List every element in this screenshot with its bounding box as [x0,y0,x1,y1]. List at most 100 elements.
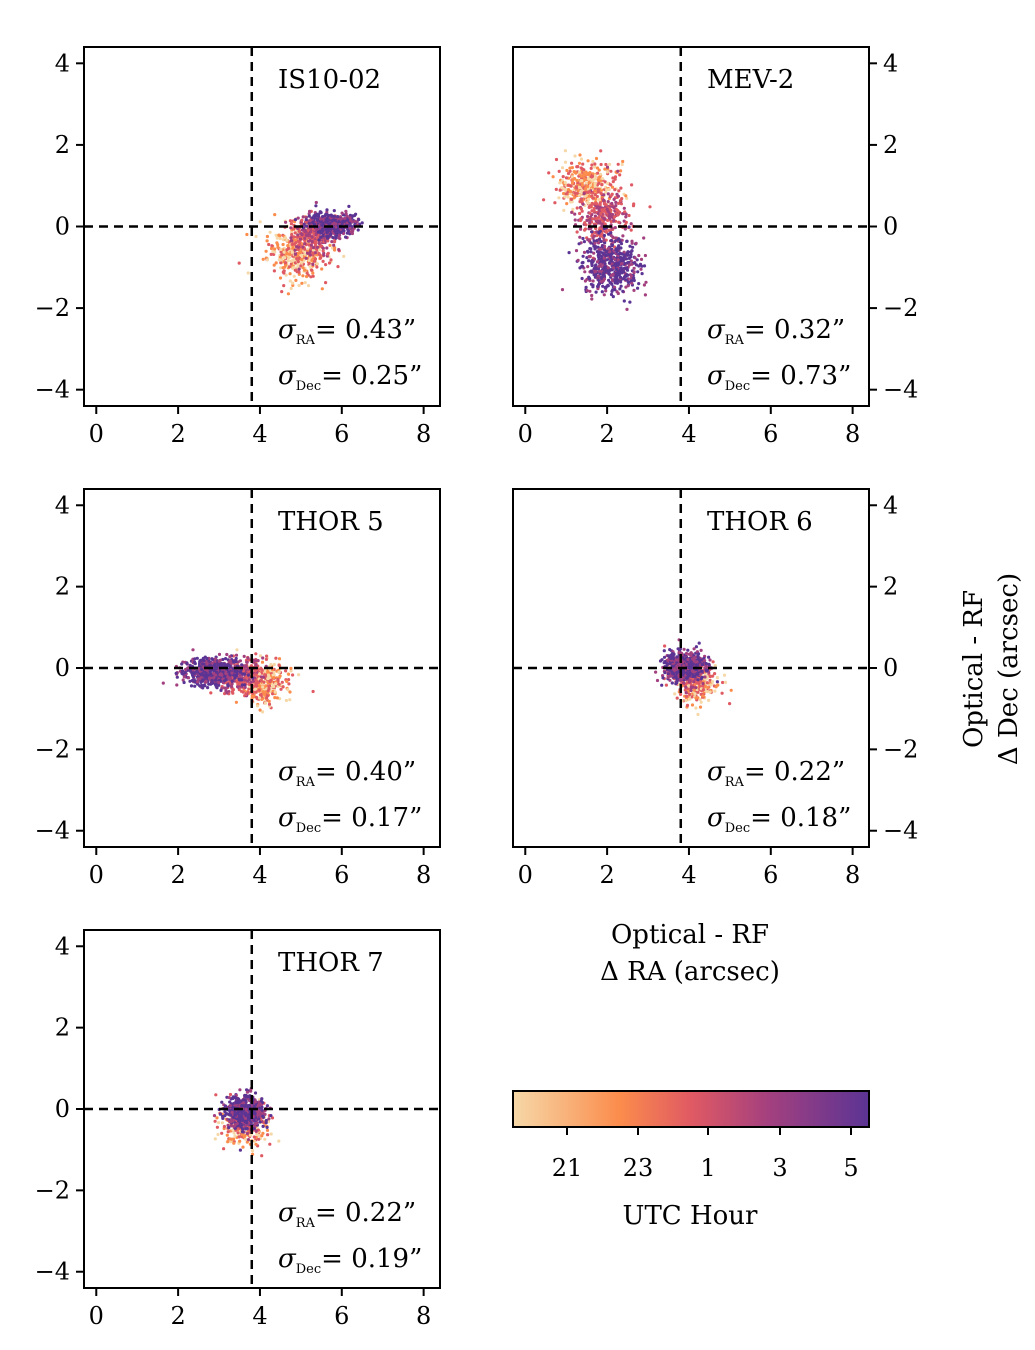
data-point [259,678,263,683]
data-point [690,669,695,673]
data-point [627,263,632,267]
data-point [572,177,577,181]
data-point [193,660,197,664]
data-point [666,658,670,662]
data-point [308,253,312,257]
data-point [624,220,628,224]
data-point [267,702,272,706]
data-point [578,153,582,157]
data-point [240,663,244,667]
data-point [321,215,325,219]
data-point [630,183,634,187]
data-point [286,246,290,251]
data-point [228,1092,233,1097]
data-point [236,1131,240,1135]
data-point [594,269,598,273]
data-point [186,666,190,670]
y-tick-label: −4 [883,376,918,404]
data-point [610,278,615,282]
data-point [257,688,261,692]
data-point [616,261,621,265]
data-point [621,277,626,281]
data-point [263,1137,267,1141]
data-point [600,275,604,279]
data-point [697,641,701,645]
data-point [575,191,579,195]
data-point [242,654,246,659]
data-point [284,263,288,267]
data-point [349,218,353,222]
data-point [682,657,687,661]
data-point [580,209,584,213]
data-point [313,243,317,247]
data-point [575,179,579,183]
data-point [275,696,279,700]
data-point [597,269,602,273]
data-point [655,678,660,683]
data-point [623,274,627,279]
data-point [590,174,595,178]
data-point [587,259,591,263]
data-point [618,240,622,244]
data-point [596,284,600,289]
data-point [577,193,581,197]
data-point [643,253,648,258]
data-point [614,275,618,279]
data-point [588,211,592,215]
data-point [689,651,693,655]
data-point [564,176,569,180]
data-point [203,675,207,679]
data-point [311,271,315,275]
data-point [310,235,314,239]
data-point [343,216,347,220]
data-point [313,251,317,255]
data-point [591,159,595,164]
data-point [193,657,197,661]
x-tick-label: 6 [334,861,349,889]
data-point [354,212,358,216]
data-point [205,656,209,661]
data-point [282,269,286,273]
data-point [297,245,301,249]
data-point [319,231,323,235]
data-point [710,680,715,684]
data-point [336,265,340,269]
data-point [588,247,592,251]
data-point [686,684,691,688]
data-point [297,673,301,677]
data-point [260,1134,264,1138]
data-point [575,230,579,234]
data-point [673,692,677,696]
data-point [240,1133,244,1137]
data-point [595,194,599,199]
data-point [314,200,318,205]
data-point [567,251,571,255]
data-point [315,262,319,266]
data-point [304,230,308,234]
data-point [597,264,602,268]
data-point [616,213,620,217]
data-point [214,1093,218,1097]
data-point [599,162,603,167]
data-point [270,244,274,248]
data-point [722,673,727,677]
data-point [607,261,612,265]
data-point [632,270,636,274]
data-point [226,675,230,679]
data-point [625,239,629,243]
data-point [300,218,304,222]
data-point [284,698,288,703]
data-point [577,170,582,174]
data-point [611,288,615,292]
data-point [676,647,680,651]
data-point [281,242,285,247]
data-point [640,272,644,276]
data-point [246,271,250,275]
data-point [309,246,313,250]
data-point [689,686,693,690]
data-point [345,214,349,218]
data-point [307,214,311,218]
data-point [200,667,204,672]
